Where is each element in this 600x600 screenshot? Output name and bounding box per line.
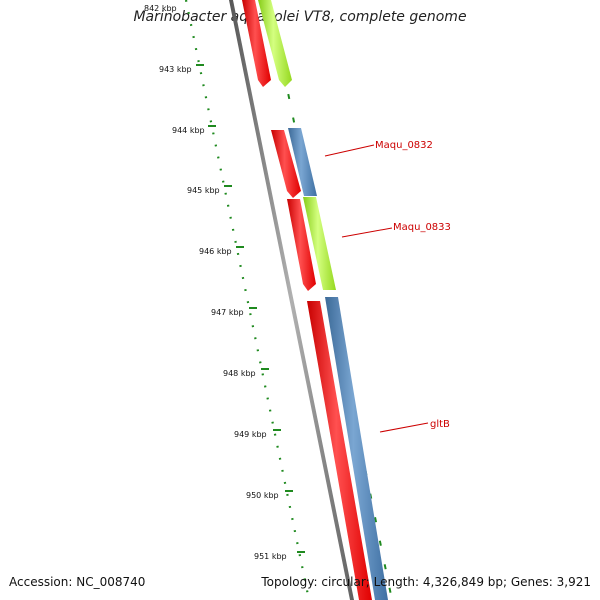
cds-feature-red[interactable]	[287, 199, 316, 291]
ruler-tick-label: 947 kbp	[211, 308, 244, 317]
ruler-tick-label: 944 kbp	[172, 126, 205, 135]
gene-feature-blue[interactable]	[288, 128, 317, 196]
cds-feature-red[interactable]	[242, 0, 271, 87]
label-leader-line	[341, 227, 393, 238]
ruler-tick-label: 948 kbp	[223, 369, 256, 378]
label-leader-line	[324, 144, 375, 157]
ruler-tick-label: 945 kbp	[187, 186, 220, 195]
gene-label-maqu-0833[interactable]: Maqu_0833	[393, 222, 451, 233]
ruler-tick-label: 950 kbp	[246, 491, 279, 500]
genome-backbone	[229, 0, 354, 600]
genome-title: Marinobacter aquaeolei VT8, complete gen…	[133, 9, 467, 25]
accession-text: Accession: NC_008740	[9, 575, 146, 589]
ruler-tick-label: 943 kbp	[159, 65, 192, 74]
gene-feature-green[interactable]	[258, 0, 292, 87]
ruler-tick-label: 946 kbp	[199, 247, 232, 256]
label-leader-line	[379, 422, 429, 433]
cds-feature-red[interactable]	[271, 130, 301, 198]
genome-summary-text: Topology: circular; Length: 4,326,849 bp…	[261, 575, 591, 589]
ruler-tick-label: 842 kbp	[144, 4, 177, 13]
gene-feature-blue[interactable]	[325, 297, 388, 600]
gene-label-maqu-0832[interactable]: Maqu_0832	[375, 140, 433, 151]
gene-feature-green[interactable]	[303, 197, 336, 290]
ruler-tick-label: 951 kbp	[254, 552, 287, 561]
ruler-tick-label: 949 kbp	[234, 430, 267, 439]
gene-label-gltb[interactable]: gltB	[430, 419, 450, 430]
cds-feature-red[interactable]	[307, 301, 372, 600]
